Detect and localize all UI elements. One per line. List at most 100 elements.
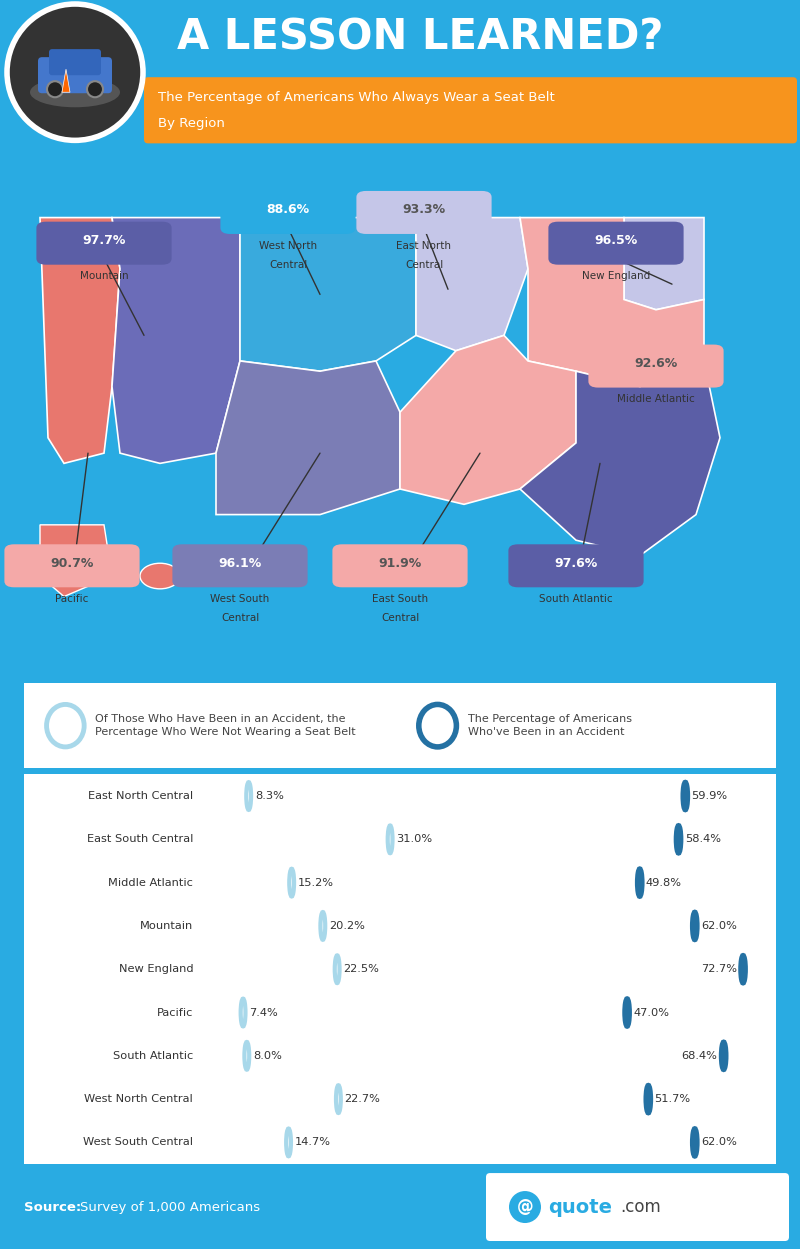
Text: East North: East North: [397, 241, 451, 251]
Text: 22.5%: 22.5%: [343, 964, 379, 974]
Polygon shape: [624, 217, 704, 310]
FancyBboxPatch shape: [509, 545, 643, 587]
Circle shape: [286, 1129, 291, 1157]
Text: 68.4%: 68.4%: [682, 1050, 718, 1060]
Bar: [24, 774, 776, 818]
Polygon shape: [112, 217, 240, 463]
Circle shape: [646, 1085, 650, 1113]
Text: West North Central: West North Central: [85, 1094, 194, 1104]
Circle shape: [47, 81, 63, 97]
Text: East South: East South: [372, 595, 428, 605]
Polygon shape: [520, 361, 720, 556]
Text: West South: West South: [210, 595, 270, 605]
Bar: [24, 1078, 776, 1120]
Circle shape: [246, 782, 251, 809]
FancyBboxPatch shape: [38, 57, 112, 94]
Text: 97.6%: 97.6%: [554, 557, 598, 570]
Text: New England: New England: [118, 964, 194, 974]
Text: Pacific: Pacific: [157, 1008, 194, 1018]
FancyBboxPatch shape: [5, 545, 139, 587]
Text: 62.0%: 62.0%: [701, 1138, 737, 1148]
Circle shape: [419, 704, 456, 747]
Text: The Percentage of Americans
Who've Been in an Accident: The Percentage of Americans Who've Been …: [468, 714, 632, 737]
Polygon shape: [216, 361, 400, 515]
Circle shape: [245, 1042, 250, 1069]
Bar: [24, 861, 776, 904]
Text: 51.7%: 51.7%: [654, 1094, 690, 1104]
Text: 97.7%: 97.7%: [82, 234, 126, 247]
Circle shape: [336, 1085, 341, 1113]
Circle shape: [7, 4, 143, 140]
Text: 47.0%: 47.0%: [634, 1008, 670, 1018]
Text: 96.1%: 96.1%: [218, 557, 262, 570]
FancyBboxPatch shape: [144, 77, 797, 144]
Text: By Region: By Region: [158, 117, 225, 130]
Text: The Percentage of Americans Who Always Wear a Seat Belt: The Percentage of Americans Who Always W…: [158, 91, 554, 104]
Text: .com: .com: [620, 1198, 661, 1217]
Text: 49.8%: 49.8%: [646, 878, 682, 888]
Circle shape: [683, 782, 688, 809]
Circle shape: [140, 563, 180, 588]
Text: 58.4%: 58.4%: [685, 834, 721, 844]
FancyBboxPatch shape: [333, 545, 467, 587]
FancyBboxPatch shape: [24, 774, 776, 1164]
Text: 96.5%: 96.5%: [594, 234, 638, 247]
Text: Mountain: Mountain: [140, 921, 194, 931]
FancyBboxPatch shape: [486, 1173, 789, 1242]
Text: East South Central: East South Central: [87, 834, 194, 844]
Polygon shape: [40, 525, 112, 597]
Bar: [24, 1120, 776, 1164]
Text: 15.2%: 15.2%: [298, 878, 334, 888]
Circle shape: [321, 912, 326, 939]
Polygon shape: [416, 217, 528, 351]
Circle shape: [692, 1129, 697, 1157]
Polygon shape: [62, 69, 70, 92]
Circle shape: [625, 999, 630, 1027]
Text: 90.7%: 90.7%: [50, 557, 94, 570]
Polygon shape: [400, 336, 576, 505]
Text: Central: Central: [381, 613, 419, 623]
Circle shape: [87, 81, 103, 97]
Ellipse shape: [30, 77, 120, 107]
Text: 91.9%: 91.9%: [378, 557, 422, 570]
Circle shape: [692, 912, 697, 939]
Text: New England: New England: [582, 271, 650, 281]
FancyBboxPatch shape: [17, 674, 783, 777]
FancyBboxPatch shape: [37, 221, 171, 265]
Polygon shape: [520, 217, 704, 387]
FancyBboxPatch shape: [588, 345, 723, 387]
FancyBboxPatch shape: [49, 49, 101, 75]
Text: Pacific: Pacific: [55, 595, 89, 605]
Text: South Atlantic: South Atlantic: [539, 595, 613, 605]
Circle shape: [290, 869, 294, 897]
Circle shape: [509, 1192, 541, 1223]
Bar: [24, 1034, 776, 1078]
Text: 92.6%: 92.6%: [634, 357, 678, 370]
Bar: [24, 948, 776, 990]
FancyBboxPatch shape: [220, 191, 355, 234]
Text: 59.9%: 59.9%: [691, 791, 728, 801]
Text: West North: West North: [259, 241, 317, 251]
FancyBboxPatch shape: [172, 545, 307, 587]
Text: 62.0%: 62.0%: [701, 921, 737, 931]
Text: A LESSON LEARNED?: A LESSON LEARNED?: [177, 16, 663, 59]
Text: 14.7%: 14.7%: [294, 1138, 330, 1148]
Text: 31.0%: 31.0%: [396, 834, 433, 844]
Text: 20.2%: 20.2%: [329, 921, 365, 931]
Bar: [24, 818, 776, 861]
FancyBboxPatch shape: [357, 191, 491, 234]
Text: @: @: [517, 1198, 534, 1217]
Text: West South Central: West South Central: [83, 1138, 194, 1148]
Text: 88.6%: 88.6%: [266, 204, 310, 216]
Text: Of Those Who Have Been in an Accident, the
Percentage Who Were Not Wearing a Sea: Of Those Who Have Been in an Accident, t…: [95, 714, 356, 737]
Text: East North Central: East North Central: [88, 791, 194, 801]
Text: 8.0%: 8.0%: [253, 1050, 282, 1060]
Text: quote: quote: [548, 1198, 612, 1217]
Text: Mountain: Mountain: [80, 271, 128, 281]
FancyBboxPatch shape: [549, 221, 683, 265]
Text: South Atlantic: South Atlantic: [113, 1050, 194, 1060]
Text: Source:: Source:: [24, 1200, 82, 1214]
Text: 8.3%: 8.3%: [255, 791, 284, 801]
Circle shape: [676, 826, 681, 853]
Polygon shape: [240, 217, 416, 371]
